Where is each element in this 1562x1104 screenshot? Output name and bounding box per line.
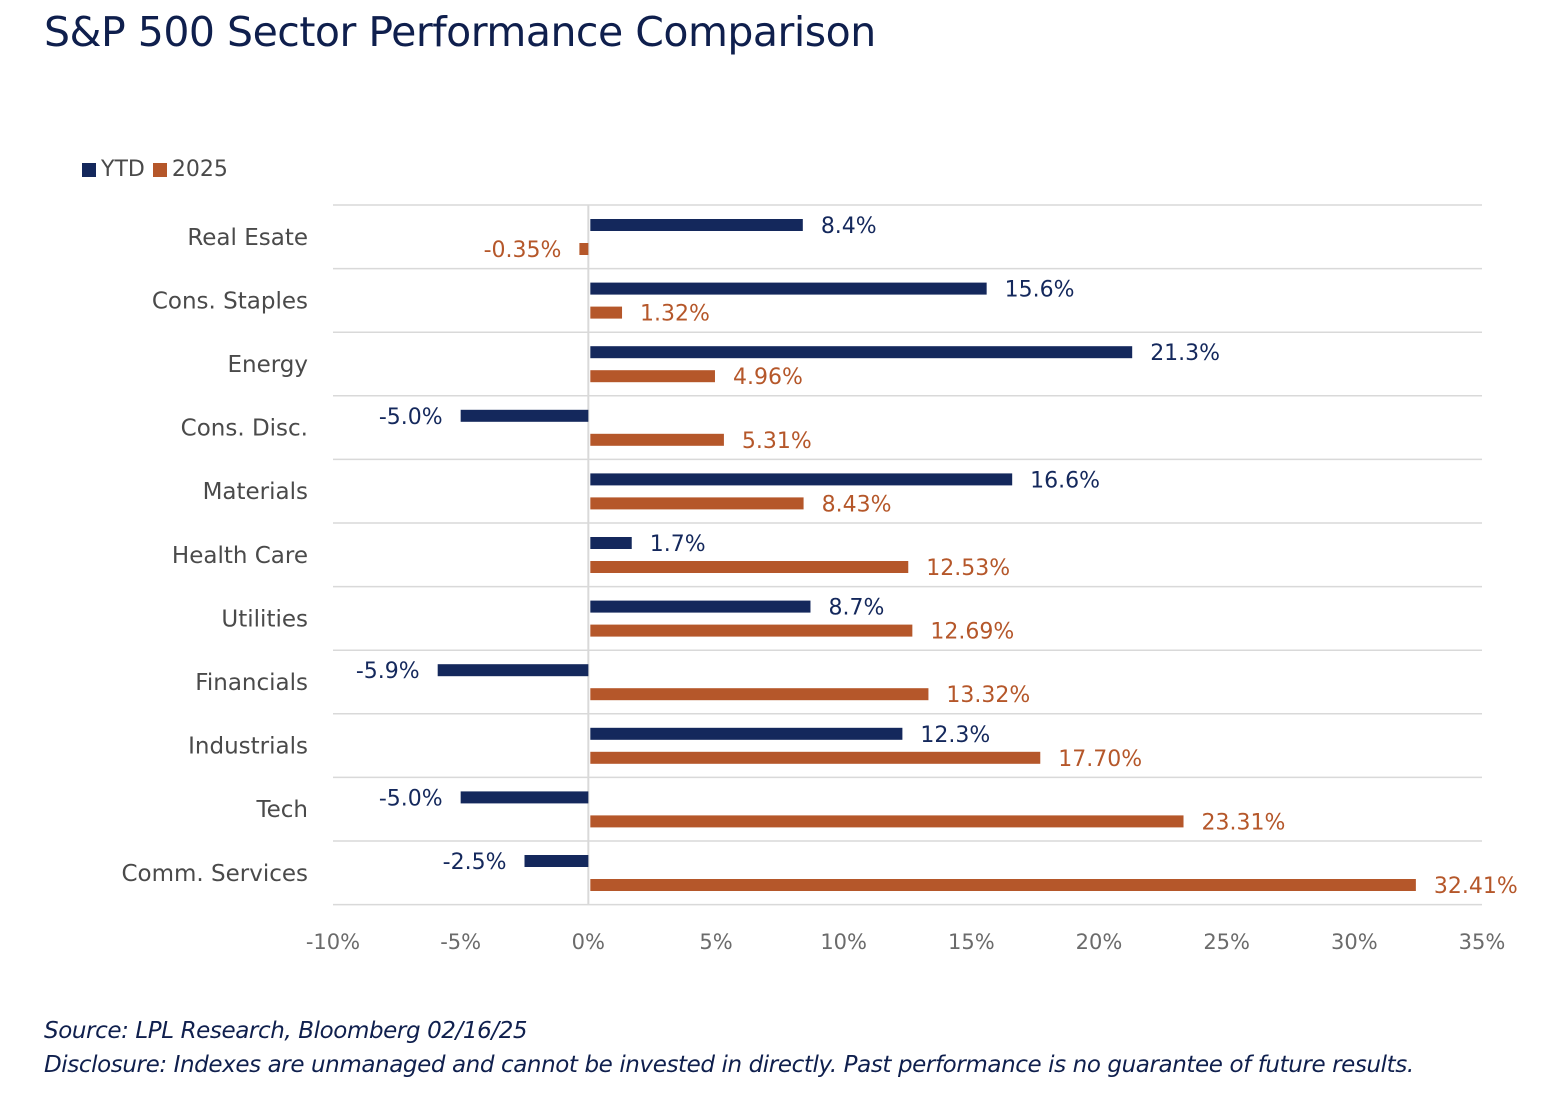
data-label-2025: 12.69% (930, 620, 1014, 645)
bar-chart: -10% -5% 0% 5% 10% 15% 20% 25% 30% 35% Real Esate 8… (121, 204, 1518, 954)
bar-2025 (590, 497, 804, 510)
source-note: Source: LPL Research, Bloomberg 02/16/25 (44, 1018, 528, 1044)
bar-2025 (590, 815, 1184, 828)
bar-2025 (579, 243, 589, 255)
bar-ytd (590, 600, 811, 613)
data-label-2025: 32.41% (1434, 874, 1518, 899)
legend-item-2025: 2025 (152, 157, 228, 182)
x-tick-label: -5% (440, 930, 481, 954)
category-label: Cons. Staples (152, 288, 308, 314)
data-label-ytd: 15.6% (1005, 278, 1075, 303)
data-label-ytd: 1.7% (650, 532, 706, 557)
bar-ytd (590, 537, 632, 549)
data-label-2025: 17.70% (1058, 747, 1142, 772)
bar-2025 (590, 306, 623, 319)
chart-footer: Source: LPL Research, Bloomberg 02/16/25… (44, 1014, 1414, 1082)
category-label: Industrials (188, 734, 308, 760)
category-label: Comm. Services (121, 861, 308, 887)
data-label-ytd: 12.3% (920, 723, 990, 748)
category-label: Materials (203, 479, 308, 505)
legend-item-ytd: YTD (82, 157, 145, 182)
data-label-ytd: 21.3% (1150, 341, 1220, 366)
bar-ytd (524, 855, 589, 867)
bar-ytd (590, 346, 1133, 359)
bar-2025 (590, 561, 909, 573)
data-label-2025: 23.31% (1202, 810, 1286, 835)
category-label: Health Care (172, 543, 308, 569)
data-label-2025: 13.32% (946, 683, 1030, 708)
category-label: Energy (227, 352, 308, 378)
legend-label-ytd: YTD (101, 157, 145, 182)
data-label-ytd: -5.0% (379, 405, 443, 430)
bar-2025 (590, 879, 1416, 891)
category-label: Real Esate (187, 225, 308, 251)
chart-title: S&P 500 Sector Performance Comparison (44, 8, 876, 56)
x-tick-label: 0% (572, 930, 605, 954)
bar-ytd (460, 409, 589, 422)
x-tick-label: 5% (699, 930, 732, 954)
x-tick-label: 15% (948, 930, 995, 954)
bar-ytd (590, 473, 1013, 486)
bar-2025 (590, 688, 929, 701)
bar-2025 (590, 624, 913, 637)
category-label: Financials (195, 670, 308, 696)
legend-swatch-2025 (152, 162, 167, 177)
data-label-ytd: 16.6% (1030, 468, 1100, 493)
data-label-ytd: -5.0% (379, 786, 443, 811)
data-label-ytd: 8.4% (821, 214, 877, 239)
bar-2025 (590, 433, 724, 446)
x-tick-label: 10% (820, 930, 867, 954)
x-tick-label: 30% (1331, 930, 1378, 954)
x-tick-label: 35% (1459, 930, 1506, 954)
data-label-2025: 1.32% (640, 302, 710, 327)
data-label-ytd: 8.7% (828, 596, 884, 621)
legend: YTD 2025 (82, 157, 236, 182)
disclosure-note: Disclosure: Indexes are unmanaged and ca… (44, 1052, 1414, 1078)
data-label-2025: -0.35% (484, 238, 562, 263)
data-label-2025: 8.43% (822, 492, 892, 517)
category-label: Cons. Disc. (181, 416, 308, 442)
data-label-ytd: -2.5% (443, 850, 507, 875)
data-label-2025: 5.31% (742, 429, 812, 454)
data-label-ytd: -5.9% (356, 659, 420, 684)
bar-ytd (437, 664, 589, 677)
bar-2025 (590, 370, 715, 383)
legend-swatch-ytd (82, 162, 96, 177)
legend-label-2025: 2025 (171, 157, 228, 182)
bar-ytd (590, 219, 803, 231)
x-tick-label: 25% (1203, 930, 1250, 954)
bar-2025 (590, 751, 1041, 764)
bar-ytd (460, 791, 589, 804)
data-label-2025: 4.96% (733, 365, 803, 390)
x-tick-label: 20% (1076, 930, 1123, 954)
category-label: Tech (255, 797, 308, 823)
data-label-2025: 12.53% (926, 556, 1010, 581)
category-label: Utilities (221, 606, 308, 632)
x-tick-label: -10% (306, 930, 360, 954)
bar-ytd (590, 282, 987, 295)
bar-ytd (590, 727, 903, 740)
